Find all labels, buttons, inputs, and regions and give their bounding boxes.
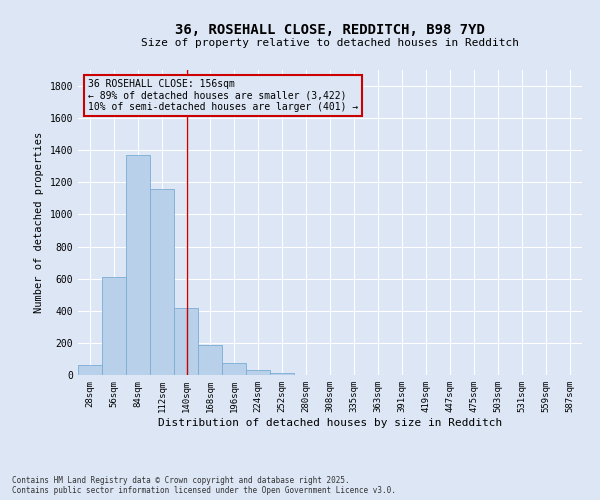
- Text: Contains HM Land Registry data © Crown copyright and database right 2025.
Contai: Contains HM Land Registry data © Crown c…: [12, 476, 396, 495]
- Text: 36, ROSEHALL CLOSE, REDDITCH, B98 7YD: 36, ROSEHALL CLOSE, REDDITCH, B98 7YD: [175, 22, 485, 36]
- Text: Size of property relative to detached houses in Redditch: Size of property relative to detached ho…: [141, 38, 519, 48]
- Bar: [126, 155, 150, 375]
- Bar: [102, 277, 126, 375]
- Bar: [150, 189, 174, 375]
- Bar: [78, 366, 102, 375]
- Bar: [222, 363, 246, 375]
- Text: 36 ROSEHALL CLOSE: 156sqm
← 89% of detached houses are smaller (3,422)
10% of se: 36 ROSEHALL CLOSE: 156sqm ← 89% of detac…: [88, 79, 358, 112]
- Bar: [270, 374, 294, 375]
- Y-axis label: Number of detached properties: Number of detached properties: [34, 132, 44, 313]
- X-axis label: Distribution of detached houses by size in Redditch: Distribution of detached houses by size …: [158, 418, 502, 428]
- Bar: [198, 346, 222, 375]
- Bar: [174, 308, 198, 375]
- Bar: [246, 370, 270, 375]
